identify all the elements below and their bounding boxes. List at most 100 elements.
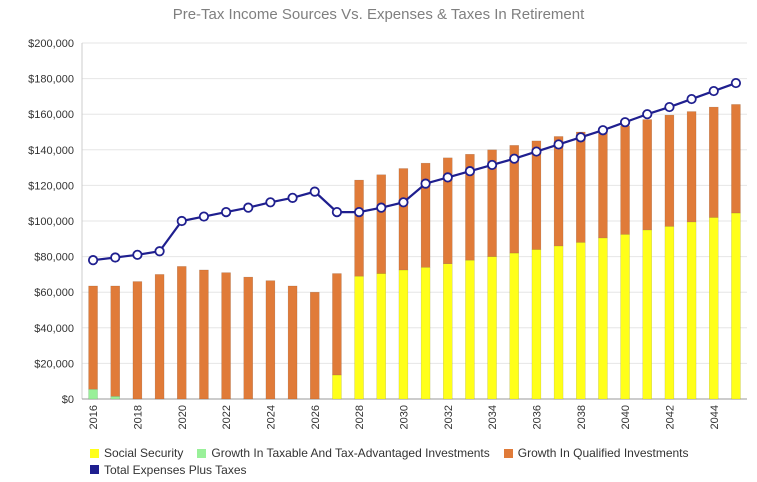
line-point [420, 178, 431, 189]
bar-social-security [553, 245, 564, 400]
bar-social-security [487, 256, 497, 400]
legend-swatch [197, 448, 207, 458]
bar-growth-in-qualified-investments [553, 136, 564, 247]
bar-growth-in-qualified-investments [664, 114, 675, 227]
y-tick-label: $120,000 [28, 180, 74, 192]
line-point [575, 132, 586, 143]
line-point [198, 211, 210, 222]
bar-growth-in-qualified-investments [531, 140, 542, 250]
legend-label: Social Security [104, 446, 184, 460]
legend-swatch [503, 448, 513, 458]
legend-label: Growth In Taxable And Tax-Advantaged Inv… [211, 446, 490, 460]
bar-growth-in-qualified-investments [509, 145, 519, 254]
x-tick-label: 2042 [664, 405, 676, 429]
y-tick-label: $160,000 [28, 109, 74, 121]
bar-social-security [509, 252, 519, 400]
legend-swatch [90, 448, 99, 458]
y-tick-label: $40,000 [34, 323, 74, 335]
bar-growth-in-qualified-investments [686, 111, 697, 223]
bar-growth-in-qualified-investments [598, 129, 608, 239]
bar-growth-in-qualified-investments [332, 273, 342, 376]
line-point [708, 85, 719, 97]
x-tick-label: 2018 [132, 405, 144, 429]
legend-label: Growth In Qualified Investments [517, 446, 689, 460]
bar-growth-in-taxable-and-tax-advantaged-investments [88, 388, 98, 400]
chart-title: Pre-Tax Income Sources Vs. Expenses & Ta… [172, 6, 585, 23]
line-point [553, 139, 564, 150]
bar-social-security [420, 267, 431, 400]
x-tick-label: 2040 [620, 405, 632, 429]
bar-social-security [398, 269, 409, 400]
legend-item: Social Security [90, 445, 183, 461]
bar-growth-in-qualified-investments [287, 285, 298, 400]
line-point [154, 246, 165, 257]
line-point [353, 207, 365, 218]
legend-item: Growth In Qualified Investments [503, 445, 689, 461]
bar-social-security [709, 217, 719, 400]
x-tick-label: 2036 [531, 405, 543, 429]
y-tick-label: $140,000 [28, 145, 74, 157]
line-point [110, 252, 121, 263]
bar-social-security [642, 229, 652, 400]
bar-growth-in-qualified-investments [420, 162, 431, 268]
y-tick-label: $100,000 [28, 216, 74, 228]
line-point [730, 77, 742, 89]
line-point [87, 255, 99, 266]
line-point [398, 197, 409, 208]
bar-social-security [620, 234, 630, 400]
bar-social-security [731, 212, 741, 400]
bar-growth-in-taxable-and-tax-advantaged-investments [110, 396, 120, 400]
bar-growth-in-qualified-investments [132, 281, 143, 400]
line-point [486, 159, 498, 171]
bar-growth-in-qualified-investments [221, 272, 231, 400]
bar-social-security [664, 226, 675, 400]
bar-growth-in-qualified-investments [398, 168, 409, 271]
legend-item: Growth In Taxable And Tax-Advantaged Inv… [197, 445, 490, 461]
y-tick-label: $180,000 [28, 74, 74, 86]
bar-growth-in-qualified-investments [487, 149, 497, 257]
bar-growth-in-qualified-investments [177, 266, 187, 400]
line-point [243, 202, 254, 213]
legend-swatch [90, 465, 99, 474]
bar-growth-in-qualified-investments [310, 291, 320, 400]
bar-growth-in-qualified-investments [642, 119, 652, 231]
bar-growth-in-qualified-investments [709, 106, 719, 218]
line-point [176, 215, 187, 227]
bar-growth-in-qualified-investments [199, 269, 209, 400]
bar-growth-in-qualified-investments [354, 179, 364, 277]
legend-label: Total Expenses Plus Taxes [104, 462, 247, 477]
line-point [464, 166, 476, 177]
y-tick-label: $20,000 [34, 358, 74, 370]
bar-growth-in-qualified-investments [88, 285, 98, 390]
bar-social-security [531, 249, 542, 400]
line-point [664, 101, 675, 113]
x-tick-label: 2024 [265, 405, 277, 429]
bar-social-security [598, 237, 608, 400]
x-tick-label: 2020 [177, 405, 189, 429]
bar-growth-in-qualified-investments [154, 274, 165, 400]
bar-social-security [332, 374, 342, 400]
line-point [442, 172, 453, 183]
x-tick-label: 2022 [221, 405, 233, 429]
x-tick-label: 2034 [487, 405, 499, 429]
line-point [220, 207, 232, 218]
bar-social-security [686, 221, 697, 400]
bar-social-security [465, 259, 475, 400]
y-tick-label: $60,000 [34, 287, 74, 299]
x-tick-label: 2026 [310, 405, 322, 429]
bar-growth-in-qualified-investments [243, 276, 253, 400]
line-point [597, 125, 609, 136]
line-point [287, 192, 298, 203]
bar-growth-in-qualified-investments [465, 154, 475, 261]
bar-social-security [376, 273, 386, 400]
x-tick-label: 2038 [576, 405, 588, 429]
line-total-expenses [92, 82, 737, 262]
bar-growth-in-qualified-investments [620, 125, 630, 235]
line-point [642, 109, 653, 120]
line-point [619, 117, 631, 128]
line-point [309, 186, 320, 197]
bar-growth-in-qualified-investments [443, 157, 453, 264]
bar-growth-in-qualified-investments [576, 131, 586, 243]
